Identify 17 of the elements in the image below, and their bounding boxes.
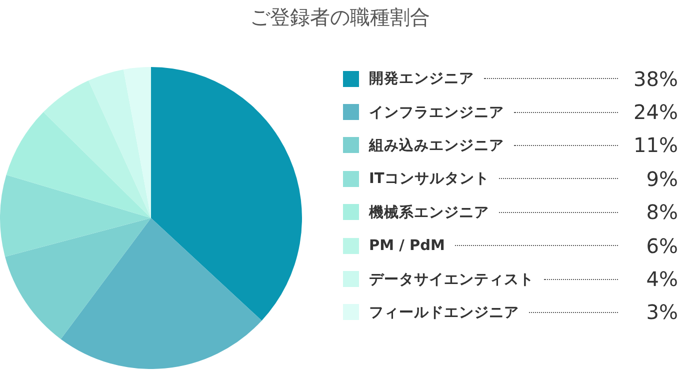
- data-label: 11%: [632, 133, 678, 158]
- chart-title: ご登録者の職種割合: [249, 4, 431, 31]
- data-label: 9%: [645, 166, 678, 191]
- data-label: 24%: [632, 100, 678, 124]
- legend-label: フィールドエンジニア: [369, 304, 519, 322]
- legend-label: 機械系エンジニア: [369, 204, 489, 222]
- data-label: 6%: [645, 234, 678, 258]
- legend-label: PM / PdM: [369, 238, 445, 254]
- legend-label: 開発エンジニア: [369, 70, 474, 88]
- data-label: 8%: [645, 200, 678, 224]
- data-label: 38%: [632, 66, 678, 91]
- data-label: 4%: [645, 267, 678, 292]
- legend-label: インフラエンジニア: [369, 104, 504, 122]
- legend-label: 組み込みエンジニア: [369, 136, 504, 155]
- legend-label: データサイエンティスト: [369, 270, 534, 289]
- data-label: 3%: [645, 300, 678, 324]
- legend-label: ITコンサルタント: [369, 170, 490, 188]
